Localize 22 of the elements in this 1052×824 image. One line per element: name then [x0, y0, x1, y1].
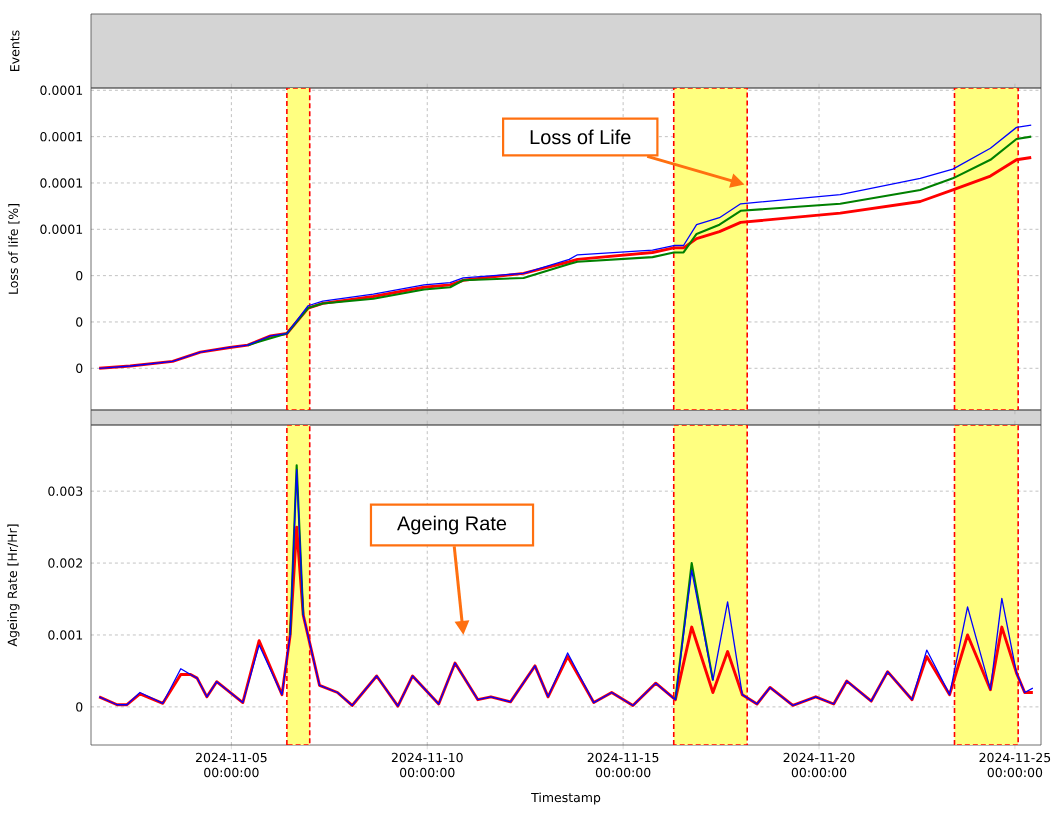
x-tick-label: 2024-11-05 00:00:00: [195, 752, 267, 778]
annotation: Loss of Life: [530, 129, 631, 145]
x-tick-label: 2024-11-25 00:00:00: [979, 752, 1051, 778]
y-tick-label: 0.002: [48, 558, 82, 568]
y-tick-label: 0.001: [48, 630, 83, 640]
y-tick-label: 0.003: [48, 486, 83, 496]
text: Events: [10, 30, 20, 71]
x-tick-label: 2024-11-15 00:00:00: [587, 752, 659, 778]
x-axis-title: Timestamp: [531, 792, 601, 805]
y-tick-label: 0.0001: [40, 131, 83, 142]
x-tick-label: 2024-11-10 00:00:00: [391, 752, 463, 778]
y-tick-label: 0: [76, 317, 83, 327]
y-tick-label: 0: [76, 702, 83, 712]
y-axis-title: Loss of life [%]: [8, 204, 20, 294]
x-tick-label: 2024-11-20 00:00:00: [783, 752, 855, 778]
y-axis-title: Ageing Rate [Hr/Hr]: [7, 524, 20, 647]
y-tick-label: 0: [76, 363, 83, 374]
annotation: Ageing Rate: [397, 515, 507, 535]
y-tick-label: 0: [76, 270, 83, 281]
y-tick-label: 0.0001: [40, 178, 83, 188]
y-tick-label: 0.0001: [40, 224, 83, 235]
y-tick-label: 0.0001: [40, 85, 83, 96]
